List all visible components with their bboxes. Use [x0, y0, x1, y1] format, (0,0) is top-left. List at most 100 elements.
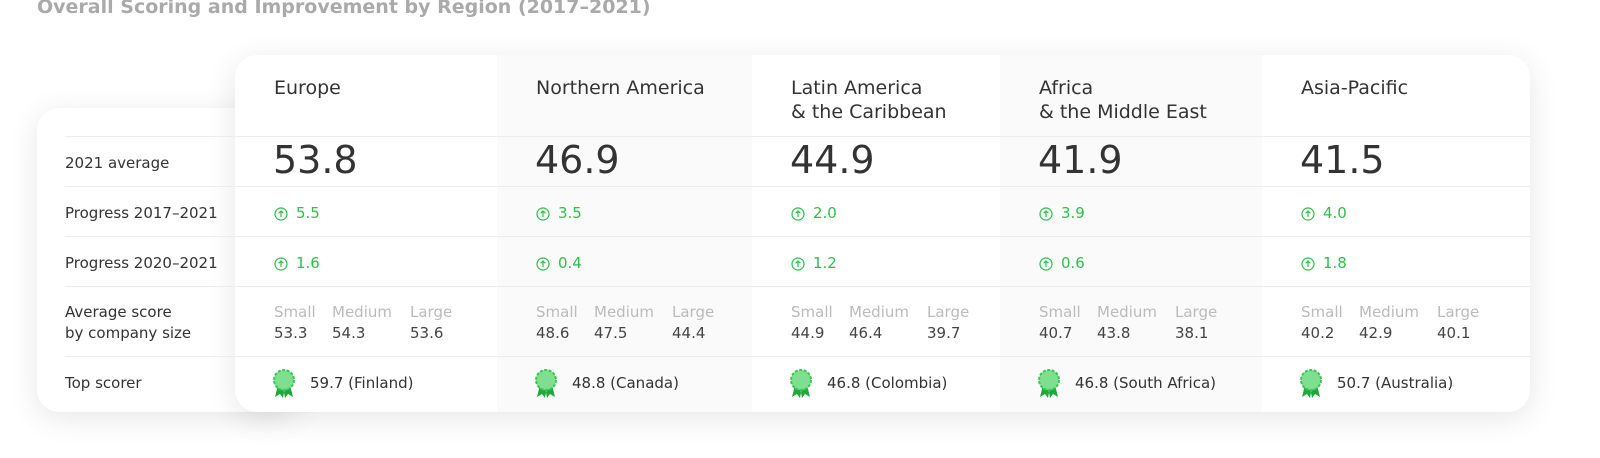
row-line	[65, 236, 235, 237]
medal-icon	[1299, 369, 1323, 403]
up-icon	[791, 207, 805, 221]
size-score: 40.1	[1437, 324, 1471, 342]
size-score: 44.9	[791, 324, 825, 342]
medal-icon	[1038, 369, 1060, 398]
column-bg	[1000, 55, 1262, 412]
size-score: 38.1	[1175, 324, 1209, 342]
average: 41.9	[1038, 138, 1123, 182]
top-scorer: 59.7 (Finland)	[310, 374, 414, 392]
row-line	[235, 236, 1530, 237]
column-bg	[497, 55, 752, 412]
size-label: Medium	[594, 303, 654, 321]
progress: 1.8	[1323, 254, 1347, 272]
up-icon	[536, 256, 550, 275]
row-line	[65, 356, 235, 357]
up-icon	[274, 206, 288, 225]
progress: 3.5	[558, 204, 582, 222]
size-score: 48.6	[536, 324, 570, 342]
progress: 1.6	[296, 254, 320, 272]
up-icon	[1301, 256, 1315, 275]
up-icon	[1301, 206, 1315, 225]
region-name: Europe	[274, 77, 341, 99]
up-icon	[536, 206, 550, 225]
size-label: Medium	[849, 303, 909, 321]
top-scorer: 48.8 (Canada)	[572, 374, 679, 392]
up-icon	[536, 207, 550, 221]
row-line	[65, 136, 235, 137]
average: 44.9	[790, 138, 875, 182]
row-line	[235, 136, 1530, 137]
size-label: Small	[1301, 303, 1343, 321]
size-score: 44.4	[672, 324, 706, 342]
progress: 1.2	[813, 254, 837, 272]
region-name: & the Caribbean	[791, 101, 947, 123]
size-score: 54.3	[332, 324, 366, 342]
row-label: Progress 2020–2021	[65, 254, 218, 272]
row-line	[65, 186, 235, 187]
top-scorer: 46.8 (South Africa)	[1075, 374, 1217, 392]
size-score: 39.7	[927, 324, 961, 342]
size-label: Large	[672, 303, 715, 321]
size-score: 40.2	[1301, 324, 1335, 342]
up-icon	[536, 257, 550, 271]
medal-icon	[1300, 369, 1322, 398]
region-name: Africa	[1039, 77, 1094, 99]
size-label: Medium	[332, 303, 392, 321]
up-icon	[791, 206, 805, 225]
row-label: by company size	[65, 324, 192, 342]
table-card	[235, 55, 1530, 412]
size-label: Small	[536, 303, 578, 321]
size-label: Small	[791, 303, 833, 321]
up-icon	[791, 257, 805, 271]
medal-icon	[1037, 369, 1061, 403]
average: 53.8	[273, 138, 358, 182]
progress: 5.5	[296, 204, 320, 222]
up-icon	[1301, 207, 1315, 221]
progress: 0.4	[558, 254, 582, 272]
size-label: Large	[1175, 303, 1218, 321]
up-icon	[791, 256, 805, 275]
up-icon	[274, 257, 288, 271]
size-label: Small	[1039, 303, 1081, 321]
region-name: Latin America	[791, 77, 923, 99]
size-score: 47.5	[594, 324, 628, 342]
up-icon	[1039, 206, 1053, 225]
size-score: 40.7	[1039, 324, 1073, 342]
region-name: & the Middle East	[1039, 101, 1207, 123]
top-scorer: 46.8 (Colombia)	[827, 374, 948, 392]
region-name: Northern America	[536, 77, 705, 99]
row-label: Top scorer	[65, 374, 142, 392]
row-label: Progress 2017–2021	[65, 204, 218, 222]
progress: 2.0	[813, 204, 837, 222]
up-icon	[274, 256, 288, 275]
size-score: 42.9	[1359, 324, 1393, 342]
row-line	[65, 286, 235, 287]
progress: 4.0	[1323, 204, 1347, 222]
average: 41.5	[1300, 138, 1385, 182]
top-scorer: 50.7 (Australia)	[1337, 374, 1454, 392]
up-icon	[1039, 257, 1053, 271]
progress: 3.9	[1061, 204, 1085, 222]
medal-icon	[273, 369, 295, 398]
size-label: Large	[1437, 303, 1480, 321]
row-label: Average score	[65, 303, 172, 321]
row-line	[235, 286, 1530, 287]
size-label: Large	[410, 303, 453, 321]
up-icon	[274, 207, 288, 221]
medal-icon	[535, 369, 557, 398]
medal-icon	[272, 369, 296, 403]
size-label: Medium	[1359, 303, 1419, 321]
medal-icon	[534, 369, 558, 403]
up-icon	[1039, 256, 1053, 275]
size-label: Small	[274, 303, 316, 321]
title: Overall Scoring and Improvement by Regio…	[37, 0, 651, 18]
up-icon	[1301, 257, 1315, 271]
size-score: 53.3	[274, 324, 308, 342]
size-score: 43.8	[1097, 324, 1131, 342]
medal-icon	[789, 369, 813, 403]
row-line	[235, 186, 1530, 187]
row-line	[235, 356, 1530, 357]
row-label: 2021 average	[65, 154, 170, 172]
average: 46.9	[535, 138, 620, 182]
